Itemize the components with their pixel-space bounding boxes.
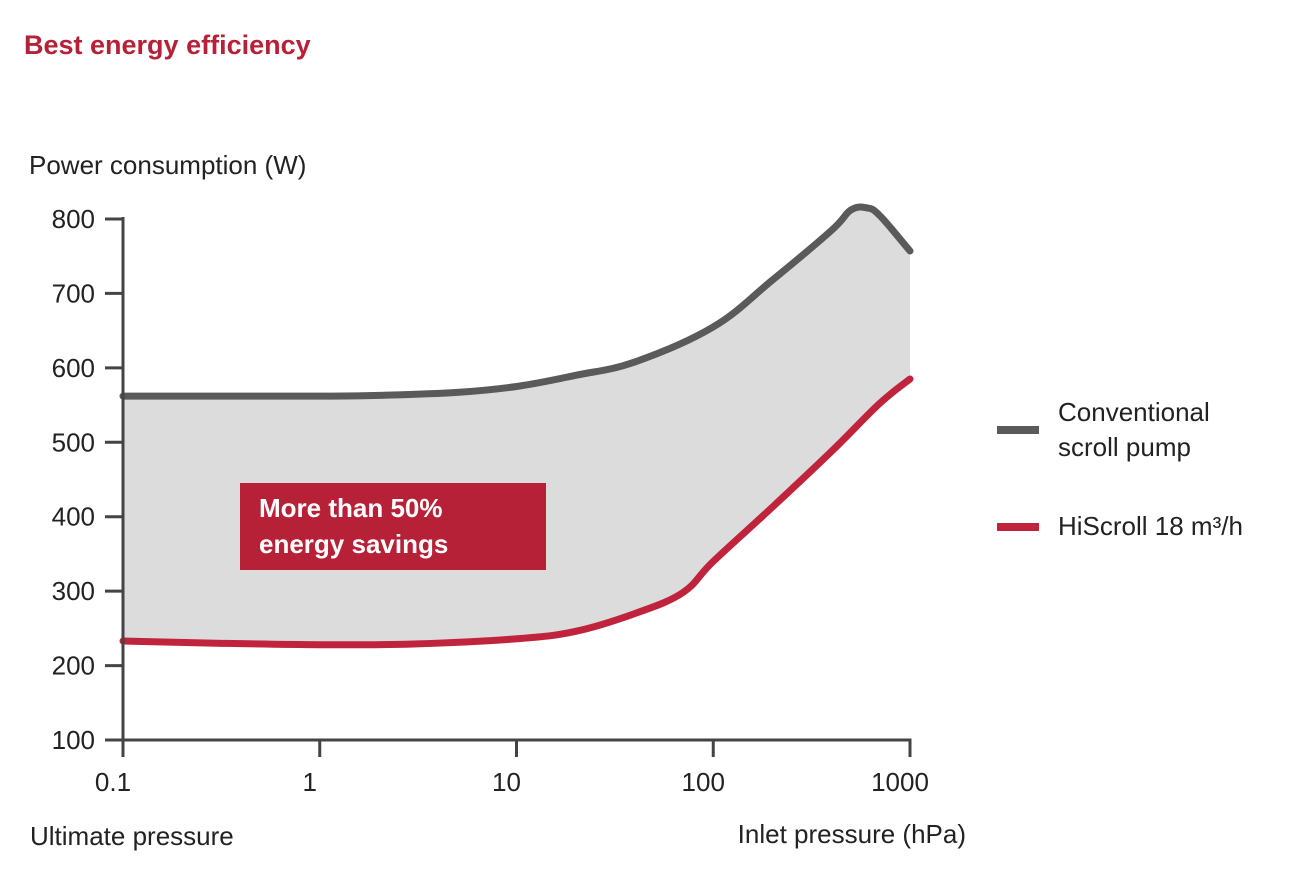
savings-annotation-text: More than 50% xyxy=(259,493,443,523)
series-line-conventional xyxy=(119,203,914,400)
y-axis-title: Power consumption (W) xyxy=(29,150,306,180)
savings-band xyxy=(123,207,910,645)
y-tick-label: 100 xyxy=(52,725,95,755)
legend-label: Conventional xyxy=(1058,397,1210,427)
chart-title: Best energy efficiency xyxy=(24,30,311,60)
savings-annotation-text: energy savings xyxy=(259,529,448,559)
savings-annotation-box xyxy=(240,483,546,570)
legend-label: scroll pump xyxy=(1058,432,1191,462)
x-axis-left-caption: Ultimate pressure xyxy=(30,821,234,851)
y-tick-label: 600 xyxy=(52,353,95,383)
x-axis-title: Inlet pressure (hPa) xyxy=(738,819,966,849)
series-line-hiscroll xyxy=(119,375,914,649)
x-tick-label: 10 xyxy=(492,767,521,797)
legend-label: HiScroll 18 m³/h xyxy=(1058,511,1243,541)
y-tick-label: 500 xyxy=(52,427,95,457)
y-tick-label: 300 xyxy=(52,576,95,606)
x-tick-label: 1000 xyxy=(871,767,929,797)
x-tick-label: 100 xyxy=(682,767,725,797)
y-tick-label: 400 xyxy=(52,502,95,532)
y-tick-label: 700 xyxy=(52,278,95,308)
x-tick-label: 0.1 xyxy=(95,767,131,797)
y-tick-label: 800 xyxy=(52,204,95,234)
x-tick-label: 1 xyxy=(303,767,317,797)
y-tick-label: 200 xyxy=(52,651,95,681)
